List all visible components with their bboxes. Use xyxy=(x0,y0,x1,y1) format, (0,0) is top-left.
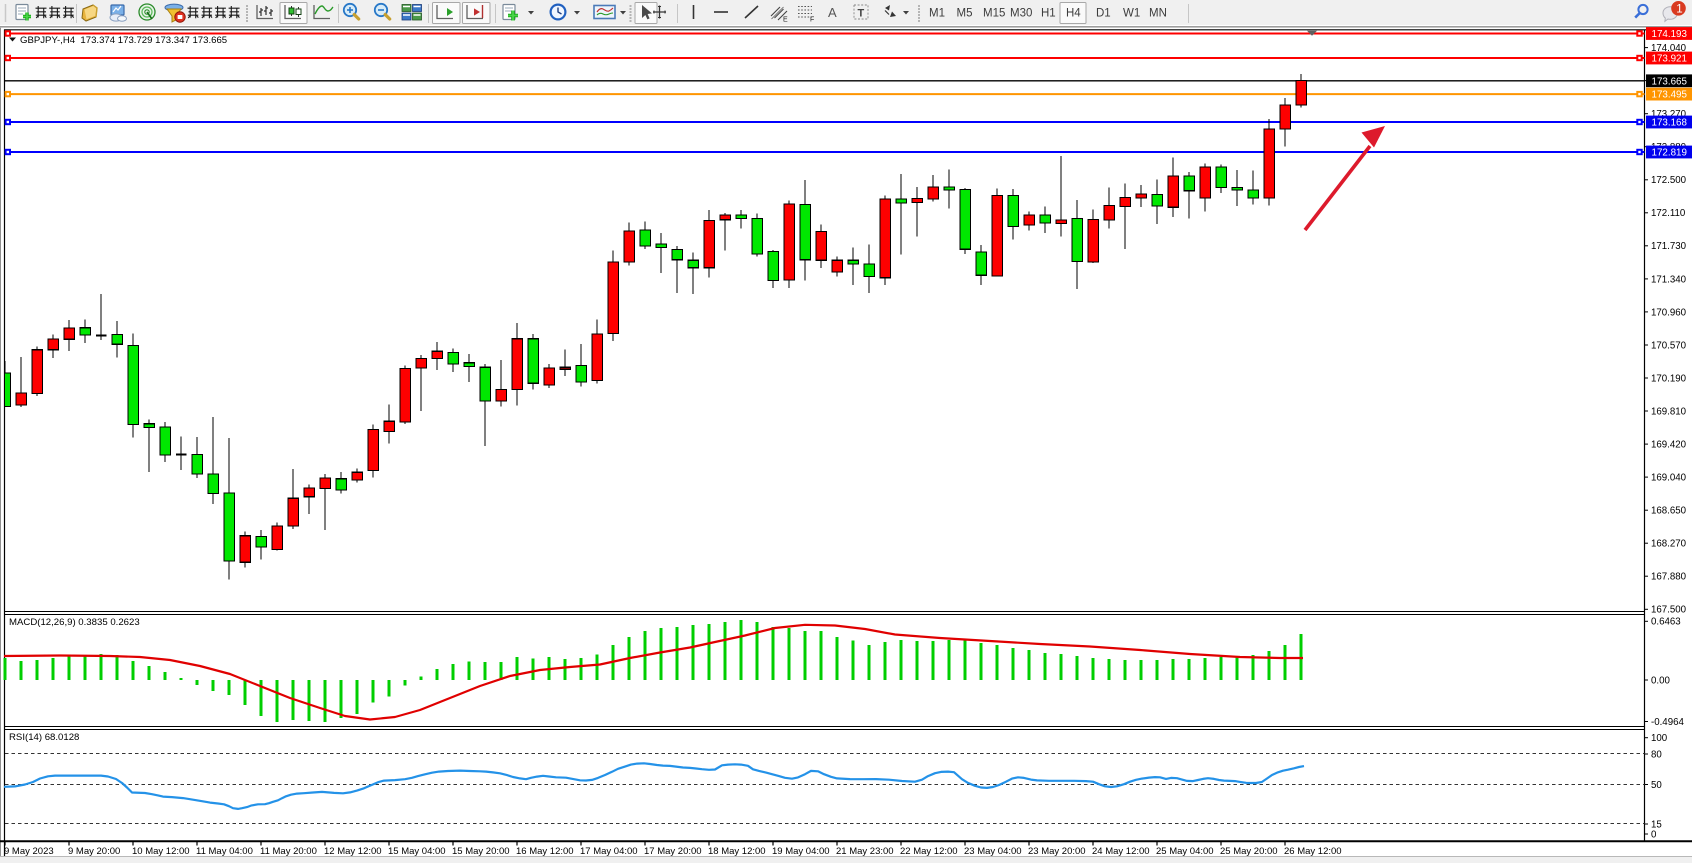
svg-text:MACD(12,26,9) 0.3835 0.2623: MACD(12,26,9) 0.3835 0.2623 xyxy=(9,617,140,628)
svg-text:100: 100 xyxy=(1651,733,1668,744)
svg-text:169.040: 169.040 xyxy=(1651,473,1687,484)
svg-text:9 May 2023: 9 May 2023 xyxy=(4,846,54,857)
svg-text:0.6463: 0.6463 xyxy=(1651,617,1681,628)
svg-text:173.921: 173.921 xyxy=(1652,54,1687,65)
svg-text:9 May 20:00: 9 May 20:00 xyxy=(68,846,120,857)
svg-text:170.190: 170.190 xyxy=(1651,373,1687,384)
svg-text:173.665: 173.665 xyxy=(1652,76,1688,87)
svg-text:170.570: 170.570 xyxy=(1651,340,1687,351)
svg-text:10 May 12:00: 10 May 12:00 xyxy=(132,846,190,857)
svg-text:25 May 04:00: 25 May 04:00 xyxy=(1156,846,1214,857)
svg-text:21 May 23:00: 21 May 23:00 xyxy=(836,846,894,857)
svg-text:H4: H4 xyxy=(1066,8,1081,20)
svg-text:E: E xyxy=(783,17,788,24)
svg-text:17 May 20:00: 17 May 20:00 xyxy=(644,846,702,857)
svg-text:18 May 12:00: 18 May 12:00 xyxy=(708,846,766,857)
svg-text:15: 15 xyxy=(1651,819,1662,830)
svg-text:1: 1 xyxy=(1676,3,1682,15)
svg-text:173.495: 173.495 xyxy=(1652,90,1688,101)
svg-text:25 May 20:00: 25 May 20:00 xyxy=(1220,846,1278,857)
svg-text:23 May 20:00: 23 May 20:00 xyxy=(1028,846,1086,857)
svg-text:170.960: 170.960 xyxy=(1651,307,1687,318)
svg-text:11 May 20:00: 11 May 20:00 xyxy=(260,846,317,857)
svg-text:M30: M30 xyxy=(1010,8,1032,20)
svg-text:24 May 12:00: 24 May 12:00 xyxy=(1092,846,1150,857)
svg-text:174.193: 174.193 xyxy=(1652,29,1688,40)
svg-text:173.270: 173.270 xyxy=(1651,109,1687,120)
svg-text:173.168: 173.168 xyxy=(1652,118,1688,129)
svg-text:19 May 04:00: 19 May 04:00 xyxy=(772,846,830,857)
svg-text:169.420: 169.420 xyxy=(1651,440,1687,451)
svg-text:174.040: 174.040 xyxy=(1651,43,1687,54)
svg-text:-0.4964: -0.4964 xyxy=(1651,717,1684,728)
svg-text:GBPJPY-,H4 173.374 173.729 17: GBPJPY-,H4 173.374 173.729 173.347 173.6… xyxy=(20,35,227,46)
svg-text:80: 80 xyxy=(1651,749,1662,760)
svg-text:0.00: 0.00 xyxy=(1651,675,1670,686)
svg-text:W1: W1 xyxy=(1123,8,1140,20)
svg-text:F: F xyxy=(810,17,814,24)
svg-text:172.500: 172.500 xyxy=(1651,175,1687,186)
svg-text:169.810: 169.810 xyxy=(1651,406,1687,417)
svg-text:T: T xyxy=(858,8,865,20)
svg-text:M1: M1 xyxy=(929,8,945,20)
svg-text:M15: M15 xyxy=(983,8,1005,20)
svg-text:168.270: 168.270 xyxy=(1651,539,1687,550)
svg-text:172.110: 172.110 xyxy=(1651,208,1686,219)
svg-text:15 May 04:00: 15 May 04:00 xyxy=(388,846,446,857)
svg-text:MN: MN xyxy=(1149,8,1167,20)
svg-text:172.819: 172.819 xyxy=(1652,148,1687,159)
svg-text:50: 50 xyxy=(1651,780,1662,791)
svg-text:M5: M5 xyxy=(957,8,973,20)
svg-text:23 May 04:00: 23 May 04:00 xyxy=(964,846,1022,857)
svg-text:17 May 04:00: 17 May 04:00 xyxy=(580,846,638,857)
svg-text:RSI(14) 68.0128: RSI(14) 68.0128 xyxy=(9,732,79,743)
svg-text:A: A xyxy=(828,5,837,20)
svg-text:22 May 12:00: 22 May 12:00 xyxy=(900,846,958,857)
svg-text:26 May 12:00: 26 May 12:00 xyxy=(1284,846,1342,857)
svg-text:0: 0 xyxy=(1651,829,1657,840)
svg-text:D1: D1 xyxy=(1096,8,1111,20)
svg-text:H1: H1 xyxy=(1041,8,1056,20)
svg-text:168.650: 168.650 xyxy=(1651,506,1687,517)
svg-text:171.730: 171.730 xyxy=(1651,241,1687,252)
svg-text:167.880: 167.880 xyxy=(1651,572,1687,583)
svg-text:12 May 12:00: 12 May 12:00 xyxy=(324,846,382,857)
svg-text:15 May 20:00: 15 May 20:00 xyxy=(452,846,510,857)
svg-text:11 May 04:00: 11 May 04:00 xyxy=(196,846,253,857)
svg-text:16 May 12:00: 16 May 12:00 xyxy=(516,846,574,857)
svg-text:167.500: 167.500 xyxy=(1651,605,1687,616)
svg-text:171.340: 171.340 xyxy=(1651,274,1687,285)
